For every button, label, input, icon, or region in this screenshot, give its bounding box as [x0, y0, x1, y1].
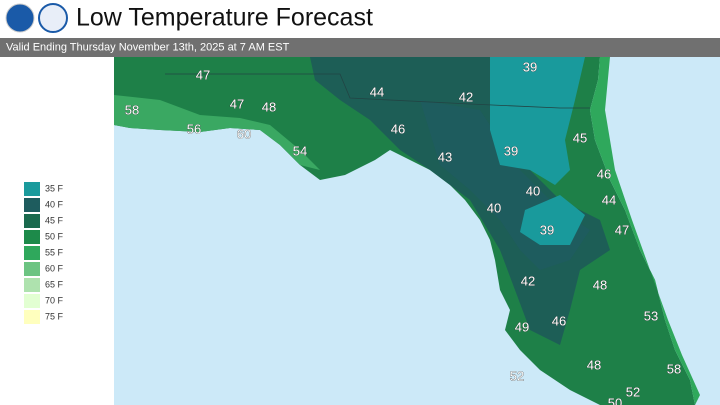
legend-label: 65 F [45, 279, 64, 289]
legend-swatch [24, 182, 40, 196]
temperature-label: 48 [262, 99, 276, 114]
temperature-label: 54 [293, 143, 307, 158]
temperature-label: 58 [667, 361, 681, 376]
temperature-label: 46 [552, 313, 566, 328]
title: Low Temperature Forecast [76, 4, 373, 32]
temperature-label: 42 [459, 89, 473, 104]
nws-logo [38, 3, 68, 33]
legend-swatch [24, 214, 40, 228]
legend-label: 70 F [45, 295, 64, 305]
legend-label: 45 F [45, 215, 64, 225]
temperature-label: 39 [540, 222, 554, 237]
legend-swatch [24, 230, 40, 244]
temperature-label: 50 [608, 395, 622, 405]
temperature-label: 52 [626, 384, 640, 399]
temperature-label: 42 [521, 273, 535, 288]
temperature-label: 48 [593, 277, 607, 292]
coast-east [590, 57, 700, 405]
temperature-label: 45 [573, 130, 587, 145]
temperature-label: 47 [230, 96, 244, 111]
legend: 35 F 40 F 45 F 50 F 55 F 60 F 65 F 70 F 75 F [24, 182, 64, 324]
temperature-label: 43 [438, 149, 452, 164]
legend-label: 35 F [45, 183, 64, 193]
temperature-label: 52 [510, 368, 524, 383]
state-line [165, 73, 590, 109]
temperature-label: 53 [644, 308, 658, 323]
temperature-label: 44 [602, 192, 616, 207]
temperature-label: 47 [615, 222, 629, 237]
subtitle: Valid Ending Thursday November 13th, 202… [6, 41, 290, 53]
temperature-label: 40 [487, 200, 501, 215]
legend-swatch [24, 198, 40, 212]
temperature-label: 39 [523, 59, 537, 74]
temperature-label: 44 [370, 84, 384, 99]
legend-label: 60 F [45, 263, 64, 273]
legend-swatch [24, 278, 40, 292]
temperature-label: 49 [515, 319, 529, 334]
region-35-central [520, 195, 585, 245]
legend-swatch [24, 262, 40, 276]
temperature-label: 46 [597, 166, 611, 181]
noaa-logo [5, 3, 35, 33]
subtitle-bar [0, 38, 720, 57]
temperature-label: 48 [587, 357, 601, 372]
legend-swatch [24, 310, 40, 324]
legend-label: 50 F [45, 231, 64, 241]
temperature-label: 46 [391, 121, 405, 136]
legend-label: 40 F [45, 199, 64, 209]
legend-label: 75 F [45, 311, 64, 321]
temperature-label: 56 [187, 121, 201, 136]
legend-label: 55 F [45, 247, 64, 257]
temperature-label: 60 [237, 126, 251, 141]
temperature-label: 47 [196, 67, 210, 82]
coast-warm [114, 95, 320, 170]
temperature-labels: 47 44 42 39 58 47 48 56 60 46 54 43 39 45 40 46 40 44 39 47… [124, 59, 681, 405]
logos [5, 3, 68, 33]
temperature-label: 58 [125, 102, 139, 117]
legend-swatch [24, 294, 40, 308]
legend-swatch [24, 246, 40, 260]
temperature-label: 39 [504, 143, 518, 158]
region-45 [310, 57, 610, 345]
temperature-label: 40 [526, 183, 540, 198]
region-35 [490, 57, 585, 185]
